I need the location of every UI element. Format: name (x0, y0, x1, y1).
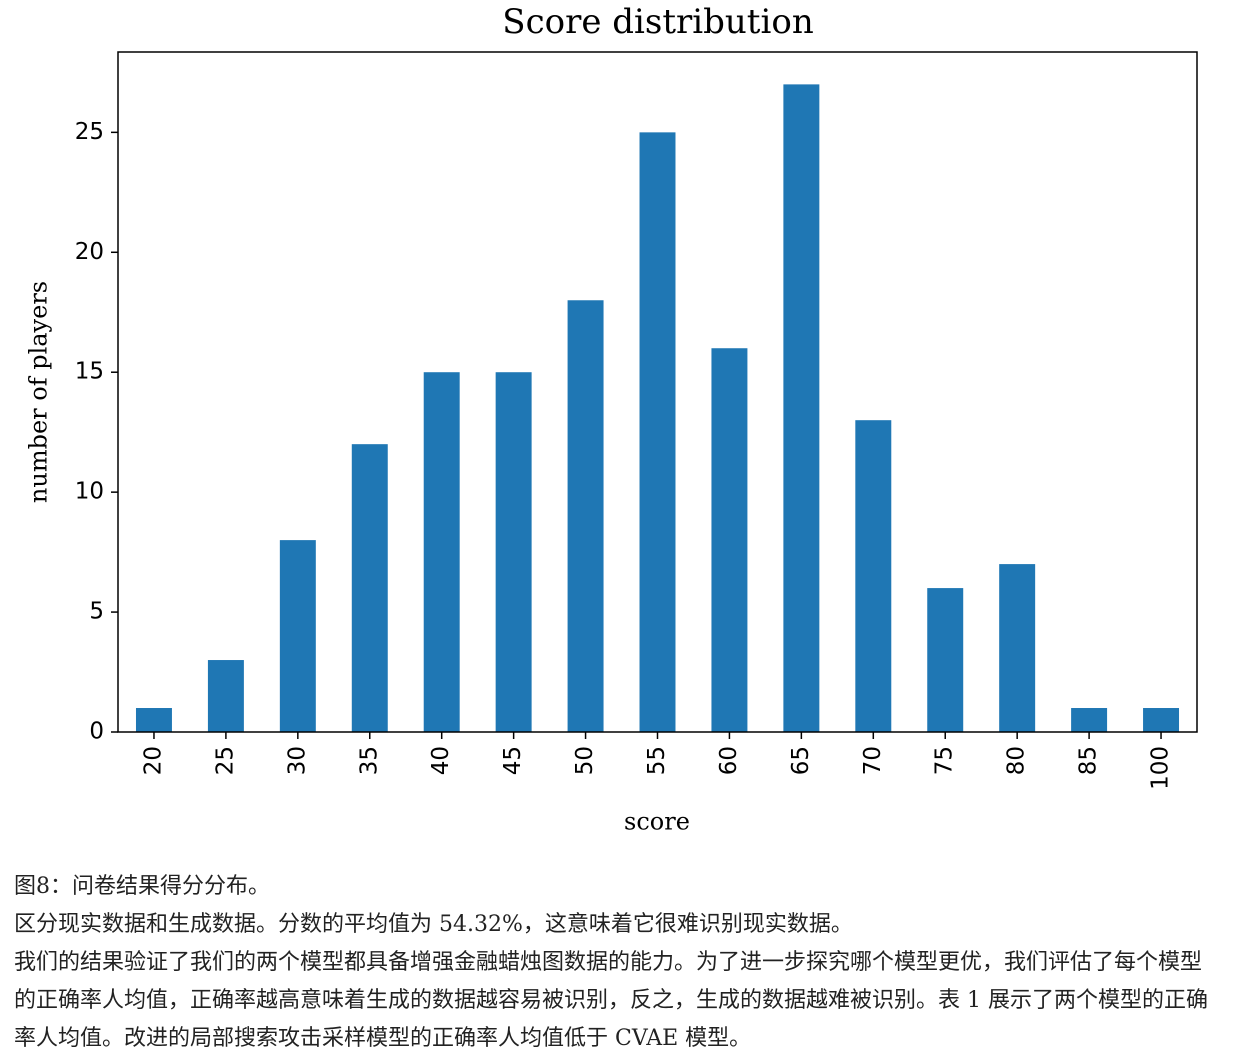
bar (711, 348, 748, 732)
chart: Score distribution score number of playe… (25, 2, 1198, 836)
y-tick-label: 15 (75, 359, 104, 385)
bar (279, 540, 316, 732)
caption: 图8：问卷结果得分分布。 区分现实数据和生成数据。分数的平均值为 54.32%，… (14, 868, 1219, 1058)
x-tick-label: 75 (932, 746, 958, 775)
x-tick-label: 85 (1076, 746, 1102, 775)
x-tick-label: 40 (428, 746, 454, 775)
y-tick-label: 0 (89, 719, 104, 745)
bar (495, 372, 532, 732)
y-axis-label: number of players (25, 281, 53, 503)
x-tick-label: 65 (788, 746, 814, 775)
x-tick-label: 100 (1148, 746, 1174, 790)
x-tick-label: 60 (716, 746, 742, 775)
caption-paragraph: 我们的结果验证了我们的两个模型都具备增强金融蜡烛图数据的能力。为了进一步探究哪个… (14, 950, 1208, 1051)
bar (855, 420, 892, 732)
plot-frame (117, 51, 1198, 733)
bar (639, 132, 676, 733)
bar (927, 588, 964, 732)
caption-line: 区分现实数据和生成数据。分数的平均值为 54.32%，这意味着它很难识别现实数据… (14, 912, 853, 937)
bar (351, 444, 388, 732)
bar (783, 84, 820, 732)
bar (135, 708, 172, 732)
bar (207, 660, 244, 732)
x-tick-label: 35 (356, 746, 382, 775)
x-tick-label: 50 (572, 746, 598, 775)
bar (1071, 708, 1108, 732)
x-tick-label: 25 (212, 746, 238, 775)
y-tick-label: 25 (75, 119, 104, 145)
caption-line: 图8：问卷结果得分分布。 (14, 874, 270, 899)
y-tick-label: 5 (89, 599, 104, 625)
bar (567, 300, 604, 732)
chart-title: Score distribution (502, 2, 813, 42)
x-tick-label: 30 (284, 746, 310, 775)
bar (423, 372, 460, 732)
x-tick-label: 80 (1004, 746, 1030, 775)
x-tick-label: 20 (140, 746, 166, 775)
bar (999, 564, 1036, 732)
x-tick-label: 70 (860, 746, 886, 775)
x-axis-label: score (624, 808, 690, 836)
y-tick-label: 10 (75, 479, 104, 505)
x-tick-label: 55 (644, 746, 670, 775)
y-tick-label: 20 (75, 239, 104, 265)
x-tick-label: 45 (500, 746, 526, 775)
bar (1143, 708, 1180, 732)
